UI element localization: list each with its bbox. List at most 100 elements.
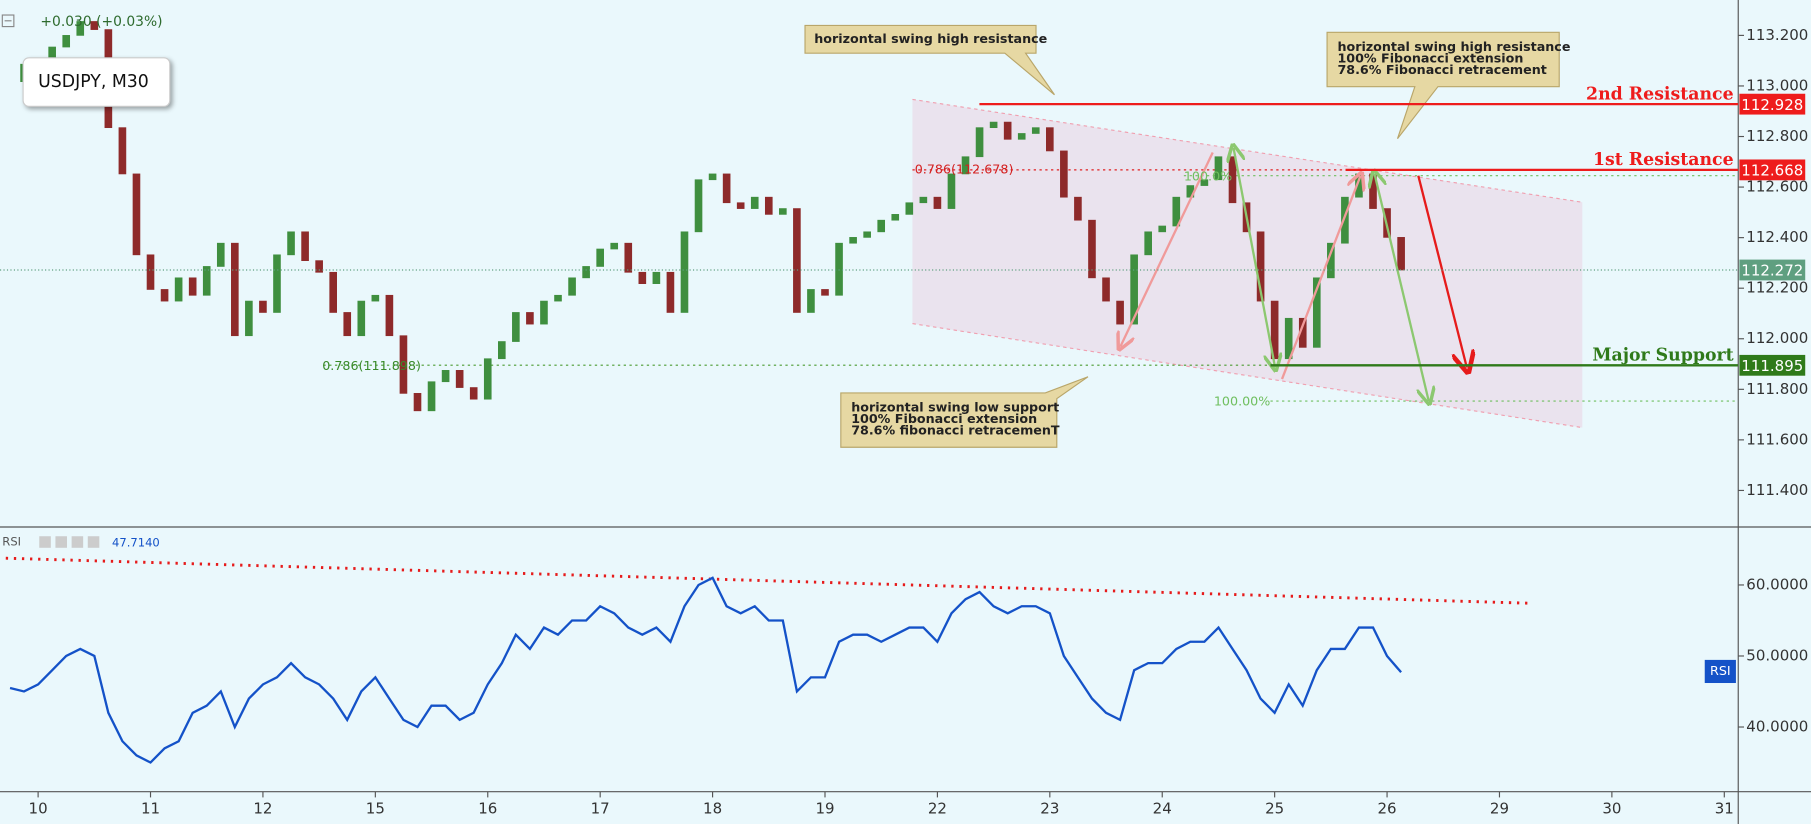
price-change: +0.030 (+0.03%) [40,14,162,30]
candle [1003,121,1012,140]
arrow [1280,176,1361,380]
candle [526,312,534,325]
candle [596,248,604,267]
candle [399,335,408,394]
x-tick-label: 22 [928,799,947,817]
candle [469,387,478,400]
candle [1214,156,1223,181]
candle [1102,277,1110,302]
settings-icon[interactable] [71,536,84,548]
x-tick-label: 17 [591,799,610,817]
candle [610,242,619,250]
arrow [1374,173,1428,401]
x-tick-label: 29 [1490,799,1509,817]
callout-text: horizontal swing high resistance [1337,39,1570,54]
price-tag-label: 111.895 [1741,357,1803,375]
candle [1172,196,1181,227]
candle [1130,254,1138,325]
candle [540,300,548,325]
candle [1088,219,1096,279]
rsi-title: RSI [2,535,21,549]
callout-text: 100% Fibonacci extension [1337,50,1523,65]
rsi-trendline [5,556,1531,605]
fib-label: 100.00% [1214,394,1270,409]
y-tick-label: 112.000 [1746,329,1808,347]
y-tick-label: 40.0000 [1746,718,1808,736]
candle [483,358,492,400]
x-tick-label: 15 [366,799,385,817]
y-tick-label: 112.800 [1746,127,1808,145]
y-tick-label: 50.0000 [1746,646,1808,664]
callout [1326,31,1560,140]
candle [1341,196,1349,244]
x-tick-label: 25 [1265,799,1284,817]
candle [708,173,717,181]
candle [188,277,197,296]
candle [638,271,647,284]
x-tick-label: 30 [1602,799,1621,817]
candle [174,277,183,302]
candle [807,289,815,313]
price-tag-label: 112.668 [1741,162,1803,180]
candle [441,370,450,383]
level-name: 2nd Resistance [1586,84,1734,104]
candle [427,381,436,412]
candle [905,202,914,215]
candle [202,266,211,296]
arrow [1120,152,1214,347]
candle [1074,196,1082,221]
candle [259,300,267,313]
candle [750,196,759,209]
candle [568,277,576,296]
candle [1031,127,1040,134]
price-tag [1739,259,1806,281]
price-tag [1739,354,1806,376]
candle [512,312,520,342]
price-tag-label: 112.272 [1741,262,1803,280]
x-tick-label: 31 [1715,799,1734,817]
price-tag-label: 112.928 [1741,96,1803,114]
callout-text: 100% Fibonacci extension [851,411,1037,426]
fib-label: 100.0% [1184,168,1232,183]
y-tick-label: 111.600 [1746,430,1808,448]
candle [76,21,85,36]
price-tag [1739,159,1806,181]
rsi-tag-label: RSI [1710,663,1731,678]
x-tick-label: 26 [1378,799,1397,817]
level-name: Major Support [1592,346,1733,366]
candle [835,242,843,296]
candle [1312,277,1321,348]
candle [1200,179,1209,186]
candle [877,219,886,233]
candle [497,341,506,360]
candle [863,231,871,238]
callout-text: 78.6% Fibonacci retracement [1337,62,1546,77]
candle [652,271,661,284]
candle [975,127,984,158]
settings-icon[interactable] [39,536,51,548]
x-tick-label: 19 [815,799,834,817]
candle [357,300,366,337]
candle [1144,231,1152,256]
candle [301,231,309,261]
callout-text: 78.6% fibonacci retracemenT [851,423,1060,438]
settings-icon[interactable] [55,536,67,548]
callout-text: horizontal swing high resistance [814,31,1047,46]
candle [1046,127,1054,152]
x-tick-label: 23 [1040,799,1059,817]
y-tick-label: 111.400 [1746,481,1808,499]
candle [680,231,689,313]
candle [273,254,281,313]
close-icon[interactable] [87,536,100,548]
price-tag [1739,93,1806,115]
fib-label: 0.786(112.678) [915,161,1014,176]
candle [118,127,127,175]
candle [287,231,295,256]
rsi-line [9,576,1402,764]
candle [1397,237,1405,271]
candle [933,196,942,209]
collapse-icon[interactable] [1,14,15,28]
candle [371,294,380,302]
